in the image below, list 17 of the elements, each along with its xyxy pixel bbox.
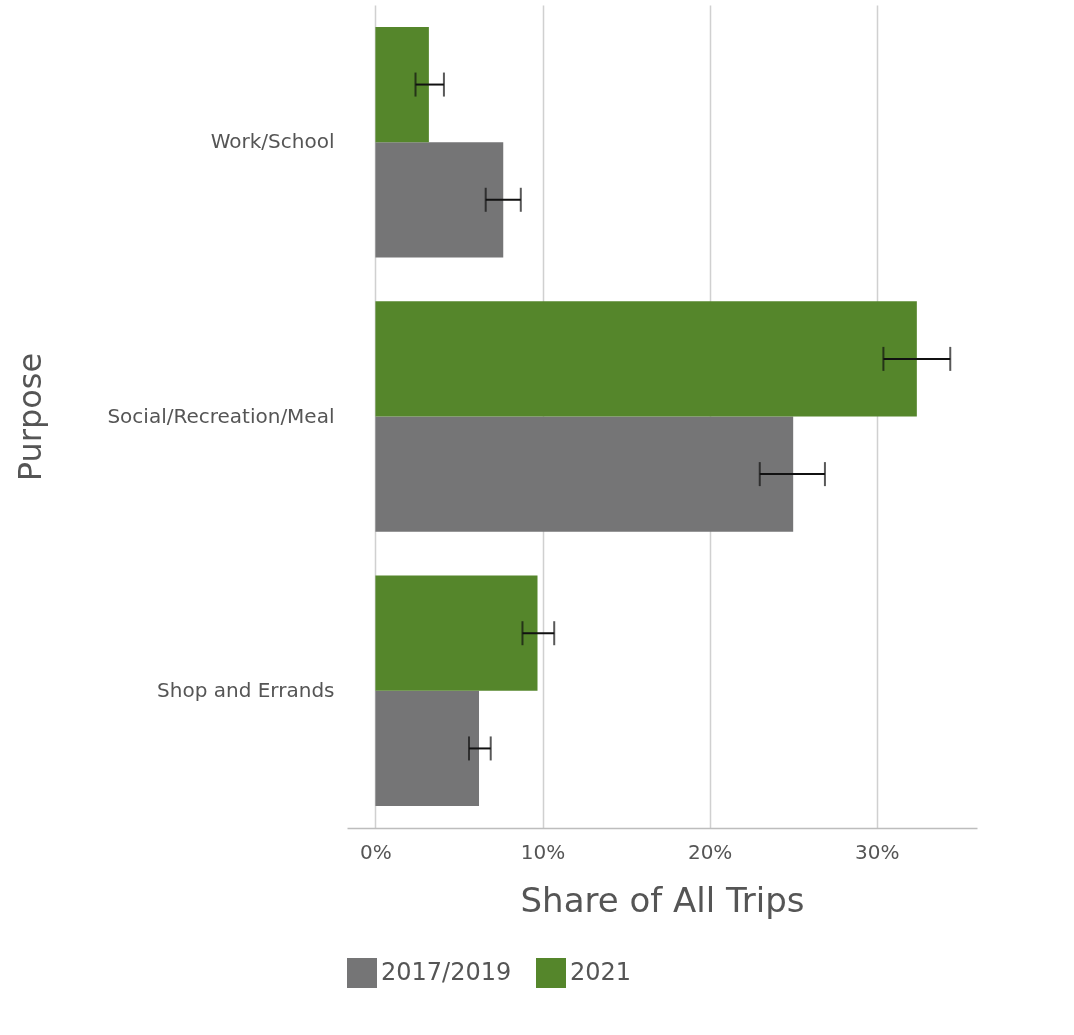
y-tick-label: Work/School (210, 129, 335, 154)
y-axis-title: Purpose (10, 352, 49, 482)
y-tick-label: Social/Recreation/Meal (107, 403, 335, 428)
bar (375, 301, 917, 417)
x-axis-title: Share of All Trips (520, 879, 805, 920)
legend-label: 2021 (570, 958, 632, 986)
x-tick-label: 20% (687, 839, 733, 864)
x-tick-label: 10% (520, 839, 566, 864)
y-tick-label: Shop and Errands (157, 677, 335, 702)
bar (375, 690, 480, 807)
x-tick-label: 0% (360, 839, 392, 864)
bar (375, 416, 794, 532)
legend-label: 2017/2019 (381, 958, 512, 986)
bar (375, 26, 429, 143)
bar (375, 142, 504, 258)
x-tick-label: 30% (855, 839, 900, 864)
bar (375, 575, 538, 691)
